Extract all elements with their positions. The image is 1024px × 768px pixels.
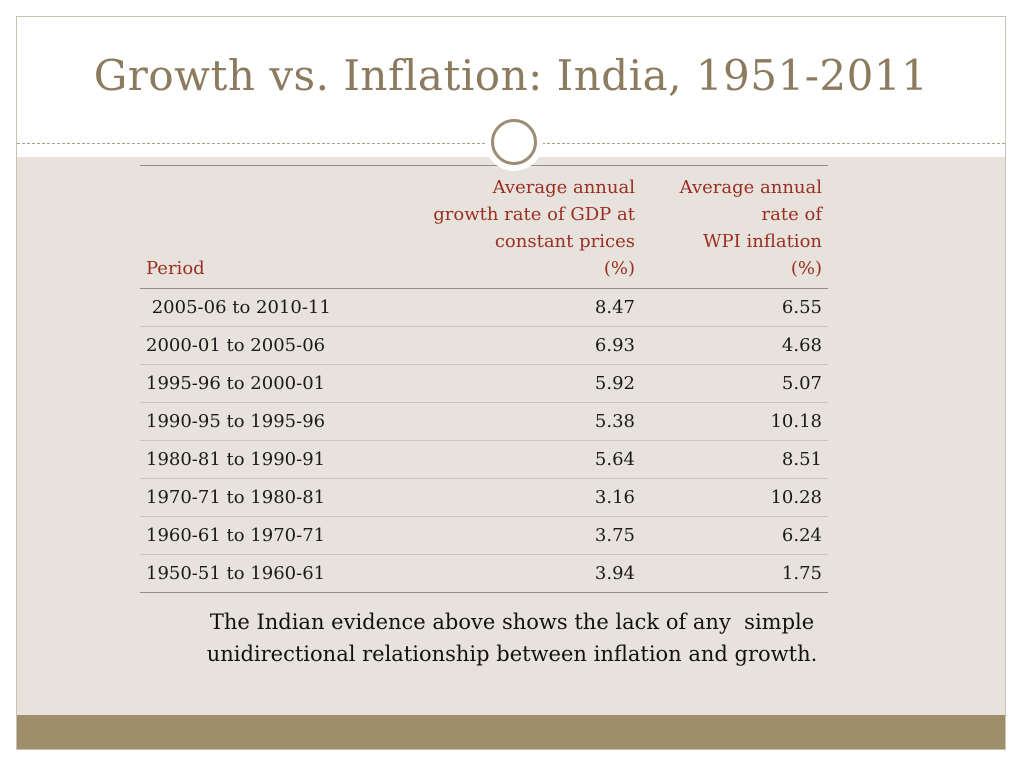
- caption-line: The Indian evidence above shows the lack…: [209, 610, 815, 634]
- slide-caption: The Indian evidence above shows the lack…: [0, 606, 1024, 670]
- header-wpi-line: rate of: [761, 204, 822, 225]
- gdp-growth-cell: 5.64: [382, 440, 641, 479]
- circle-ornament-icon: [485, 113, 543, 171]
- wpi-inflation-cell: 1.75: [640, 554, 828, 593]
- period-cell: 1995-96 to 2000-01: [140, 364, 382, 403]
- header-wpi-line: WPI inflation: [703, 231, 822, 252]
- period-cell: 2000-01 to 2005-06: [140, 326, 382, 365]
- header-gdp-line: Average annual: [492, 177, 635, 198]
- table-row: 1960-61 to 1970-71 3.75 6.24: [140, 516, 828, 555]
- footer-band: [17, 715, 1005, 749]
- gdp-growth-cell: 5.92: [382, 364, 641, 403]
- table-row: 1980-81 to 1990-91 5.64 8.51: [140, 440, 828, 479]
- header-wpi-line: (%): [790, 258, 822, 279]
- wpi-inflation-cell: 6.24: [640, 516, 828, 555]
- gdp-growth-cell: 5.38: [382, 402, 641, 441]
- period-cell: 1980-81 to 1990-91: [140, 440, 382, 479]
- gdp-growth-cell: 6.93: [382, 326, 641, 365]
- table-row: 1995-96 to 2000-01 5.92 5.07: [140, 364, 828, 403]
- gdp-growth-cell: 3.94: [382, 554, 641, 593]
- wpi-inflation-cell: 5.07: [640, 364, 828, 403]
- table-header-row: Period Average annual growth rate of GDP…: [140, 165, 828, 289]
- gdp-growth-cell: 3.75: [382, 516, 641, 555]
- wpi-inflation-cell: 6.55: [640, 288, 828, 327]
- wpi-inflation-cell: 4.68: [640, 326, 828, 365]
- period-cell: 1990-95 to 1995-96: [140, 402, 382, 441]
- period-cell: 1960-61 to 1970-71: [140, 516, 382, 555]
- table-row: 2005-06 to 2010-11 8.47 6.55: [140, 288, 828, 327]
- header-gdp-growth: Average annual growth rate of GDP at con…: [382, 165, 641, 289]
- header-gdp-line: constant prices: [494, 231, 635, 252]
- table-row: 2000-01 to 2005-06 6.93 4.68: [140, 326, 828, 365]
- table-row: 1970-71 to 1980-81 3.16 10.28: [140, 478, 828, 517]
- gdp-growth-cell: 8.47: [382, 288, 641, 327]
- slide-title: Growth vs. Inflation: India, 1951-2011: [93, 51, 929, 100]
- wpi-inflation-cell: 10.28: [640, 478, 828, 517]
- header-period: Period: [140, 165, 382, 289]
- table-row: 1990-95 to 1995-96 5.38 10.18: [140, 402, 828, 441]
- period-cell: 1950-51 to 1960-61: [140, 554, 382, 593]
- header-gdp-line: (%): [603, 258, 635, 279]
- wpi-inflation-cell: 8.51: [640, 440, 828, 479]
- ring-icon: [491, 119, 537, 165]
- header-wpi-inflation: Average annual rate of WPI inflation (%): [640, 165, 828, 289]
- table-row: 1950-51 to 1960-61 3.94 1.75: [140, 554, 828, 593]
- caption-line: unidirectional relationship between infl…: [206, 642, 818, 666]
- header-wpi-line: Average annual: [679, 177, 822, 198]
- wpi-inflation-cell: 10.18: [640, 402, 828, 441]
- period-cell: 1970-71 to 1980-81: [140, 478, 382, 517]
- growth-inflation-table: Period Average annual growth rate of GDP…: [140, 165, 828, 593]
- gdp-growth-cell: 3.16: [382, 478, 641, 517]
- header-gdp-line: growth rate of GDP at: [433, 204, 635, 225]
- period-cell: 2005-06 to 2010-11: [140, 288, 382, 327]
